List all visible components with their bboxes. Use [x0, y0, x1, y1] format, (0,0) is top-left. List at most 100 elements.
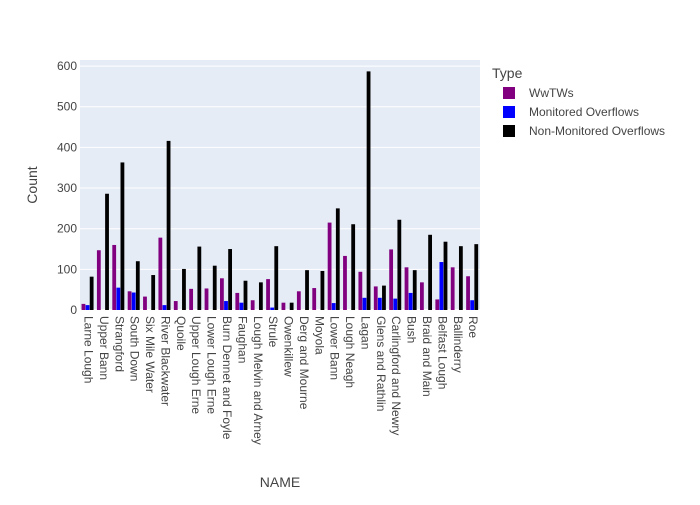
legend-swatch	[503, 106, 515, 118]
plot-area-background	[80, 60, 480, 310]
x-tick-label: Bush	[405, 316, 419, 343]
x-tick-label: Quoile	[174, 316, 188, 351]
bar	[389, 249, 394, 310]
bars	[81, 71, 479, 310]
bar	[235, 292, 240, 310]
bar	[404, 267, 409, 310]
bar	[243, 280, 248, 310]
bar	[443, 241, 448, 310]
legend-label: Monitored Overflows	[529, 105, 639, 119]
bar	[96, 250, 101, 310]
bar	[439, 262, 444, 310]
x-tick-label: Lough Melvin and Arney	[251, 316, 265, 445]
bar	[289, 302, 294, 310]
bar	[204, 288, 209, 310]
x-tick-label: Lower Bann	[328, 316, 342, 380]
y-tick-label: 200	[57, 222, 77, 236]
x-tick-label: Lagan	[358, 316, 372, 349]
bar	[393, 298, 398, 310]
y-tick-label: 300	[57, 181, 77, 195]
x-tick-label: Strangford	[112, 316, 126, 372]
x-tick-label: Roe	[466, 316, 480, 338]
bar	[335, 208, 340, 310]
bar	[182, 268, 186, 310]
bar	[270, 307, 275, 310]
bar	[116, 287, 121, 310]
bar	[81, 303, 86, 310]
bar	[212, 265, 217, 310]
bar	[343, 255, 347, 310]
y-tick-label: 500	[57, 100, 77, 114]
bar	[351, 224, 356, 310]
y-axis-ticks: 0 100 200 300 400 500 600	[57, 59, 77, 317]
bar	[112, 244, 117, 310]
legend-title: Type	[492, 65, 523, 81]
y-tick-label: 0	[70, 303, 77, 317]
bar	[89, 276, 94, 310]
bar	[127, 291, 132, 310]
bar	[373, 286, 378, 310]
x-tick-label: Larne Lough	[82, 316, 96, 383]
y-tick-label: 600	[57, 59, 77, 73]
bar	[305, 270, 309, 310]
legend-swatch	[503, 87, 515, 99]
bar	[143, 296, 147, 310]
x-tick-label: Upper Lough Erne	[189, 316, 203, 414]
x-tick-label: Strule	[266, 316, 280, 348]
bar	[435, 299, 440, 310]
bar	[239, 302, 244, 310]
bar	[366, 71, 371, 310]
bar	[250, 300, 255, 310]
bar	[362, 297, 367, 310]
bar	[220, 278, 224, 310]
bar	[327, 222, 332, 310]
bar	[320, 270, 325, 310]
bar	[382, 285, 386, 310]
x-axis-ticks: Larne Lough Upper Bann Strangford South Dow…	[82, 316, 481, 445]
x-axis-title: NAME	[260, 474, 300, 490]
x-tick-label: Braid and Main	[420, 316, 434, 397]
bar	[131, 292, 136, 310]
x-tick-label: Derg and Mourne	[297, 316, 311, 410]
bar	[158, 237, 163, 310]
bar	[281, 302, 286, 310]
bar	[162, 305, 167, 310]
x-tick-label: Belfast Lough	[435, 316, 449, 389]
bar	[358, 271, 363, 310]
bar	[412, 270, 417, 310]
x-tick-label: South Down	[128, 316, 142, 381]
y-axis-title: Count	[24, 166, 40, 203]
x-tick-label: Faughan	[235, 316, 249, 363]
x-tick-label: Owenkillew	[282, 316, 296, 377]
x-tick-label: Six Mile Water	[143, 316, 157, 393]
bar	[397, 219, 402, 310]
bar	[466, 276, 470, 310]
legend: Type WwTWs Monitored Overflows Non-Monitor…	[492, 65, 665, 138]
bar	[458, 246, 463, 310]
bar	[420, 282, 424, 310]
bar	[428, 234, 433, 310]
bar	[450, 267, 455, 310]
bar	[135, 261, 140, 310]
x-tick-label: Carlingford and Newry	[389, 316, 403, 435]
bar	[85, 305, 90, 310]
x-tick-label: Lough Neagh	[343, 316, 357, 388]
x-tick-label: Lower Lough Erne	[205, 316, 219, 414]
legend-label: Non-Monitored Overflows	[529, 124, 665, 138]
bar	[331, 303, 336, 310]
bar	[470, 300, 475, 310]
bar	[296, 291, 301, 310]
bar	[258, 282, 263, 310]
bar	[166, 140, 171, 310]
bar	[377, 297, 382, 310]
bar	[151, 275, 156, 310]
x-tick-label: Ballinderry	[451, 316, 465, 373]
x-tick-label: Upper Bann	[97, 316, 111, 380]
bar	[120, 162, 125, 310]
bar	[224, 301, 228, 310]
bar	[228, 249, 233, 310]
bar	[474, 244, 479, 310]
bar	[274, 246, 279, 310]
